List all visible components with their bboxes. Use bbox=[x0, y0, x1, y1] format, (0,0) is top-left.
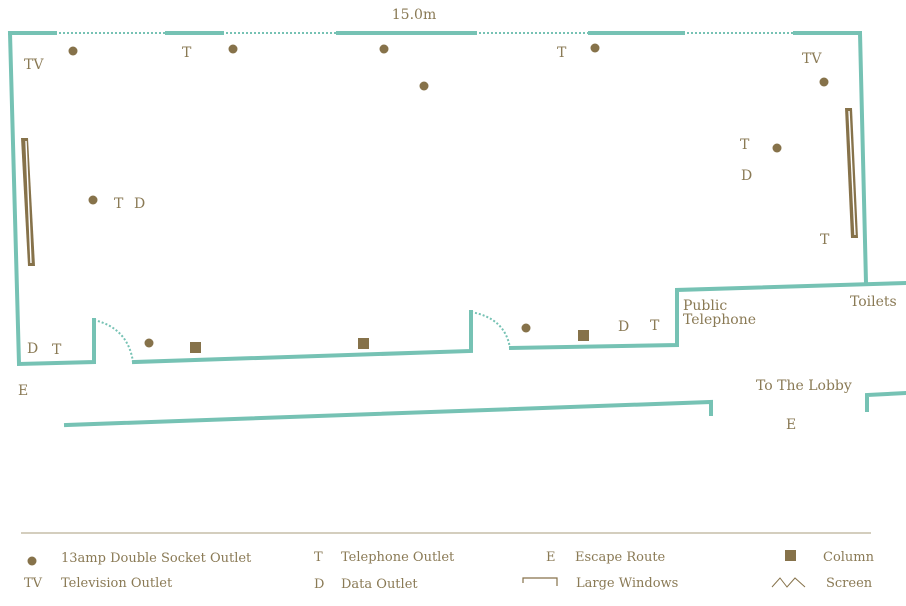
socket-icon bbox=[27, 556, 37, 566]
legend: 13amp Double Socket Outlet TV Television… bbox=[24, 550, 875, 592]
telephone-marker: T bbox=[114, 196, 124, 212]
room-walls bbox=[7, 30, 906, 428]
legend-tv-symbol: TV bbox=[24, 576, 43, 591]
public-telephone-label: Telephone bbox=[683, 312, 756, 328]
dimension-label: 15.0m bbox=[392, 7, 436, 23]
legend-screen: Screen bbox=[826, 576, 873, 591]
telephone-marker: T bbox=[557, 45, 567, 61]
telephone-marker: T bbox=[52, 342, 62, 358]
column-icon bbox=[785, 550, 796, 561]
legend-data-symbol: D bbox=[314, 577, 324, 592]
legend-socket: 13amp Double Socket Outlet bbox=[61, 551, 252, 566]
socket-icon bbox=[772, 143, 782, 153]
lobby-label: To The Lobby bbox=[756, 378, 852, 394]
socket-outlets bbox=[68, 43, 829, 348]
legend-data: Data Outlet bbox=[341, 577, 418, 592]
tv-marker: TV bbox=[802, 51, 822, 67]
legend-telephone-symbol: T bbox=[314, 550, 323, 565]
telephone-marker: T bbox=[740, 137, 750, 153]
door-middle bbox=[470, 311, 511, 349]
legend-escape-symbol: E bbox=[546, 550, 556, 565]
columns bbox=[190, 330, 589, 353]
socket-icon bbox=[379, 44, 389, 54]
column-icon bbox=[190, 342, 201, 353]
column-icon bbox=[578, 330, 589, 341]
toilets-label: Toilets bbox=[850, 294, 897, 310]
legend-windows: Large Windows bbox=[576, 576, 678, 591]
socket-icon bbox=[419, 81, 429, 91]
doors bbox=[93, 311, 511, 363]
public-telephone-label: Public bbox=[683, 298, 727, 314]
tv-marker: TV bbox=[24, 57, 44, 73]
legend-column: Column bbox=[823, 550, 875, 565]
screen-right bbox=[845, 108, 858, 238]
data-marker: D bbox=[618, 319, 629, 335]
plan-markers: TV TV T T T D T T D D T D T E E bbox=[18, 45, 830, 433]
windows-icon bbox=[522, 577, 558, 586]
telephone-marker: T bbox=[182, 45, 192, 61]
socket-icon bbox=[68, 46, 78, 56]
socket-icon bbox=[144, 338, 154, 348]
socket-icon bbox=[521, 323, 531, 333]
screen-left bbox=[21, 138, 35, 266]
data-marker: D bbox=[27, 341, 38, 357]
legend-telephone: Telephone Outlet bbox=[341, 550, 455, 565]
screen-icon bbox=[771, 577, 806, 588]
escape-marker: E bbox=[18, 383, 28, 399]
socket-icon bbox=[819, 77, 829, 87]
escape-marker: E bbox=[786, 417, 796, 433]
data-marker: D bbox=[134, 196, 145, 212]
column-icon bbox=[358, 338, 369, 349]
socket-icon bbox=[88, 195, 98, 205]
telephone-marker: T bbox=[650, 318, 660, 334]
telephone-marker: T bbox=[820, 232, 830, 248]
legend-escape: Escape Route bbox=[575, 550, 666, 565]
socket-icon bbox=[228, 44, 238, 54]
socket-icon bbox=[590, 43, 600, 53]
data-marker: D bbox=[741, 168, 752, 184]
legend-tv: Television Outlet bbox=[61, 576, 173, 591]
door-left bbox=[93, 319, 134, 363]
